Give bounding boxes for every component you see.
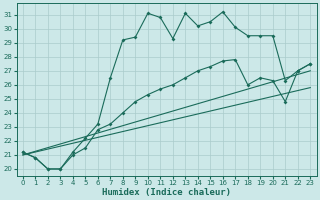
X-axis label: Humidex (Indice chaleur): Humidex (Indice chaleur)	[102, 188, 231, 197]
